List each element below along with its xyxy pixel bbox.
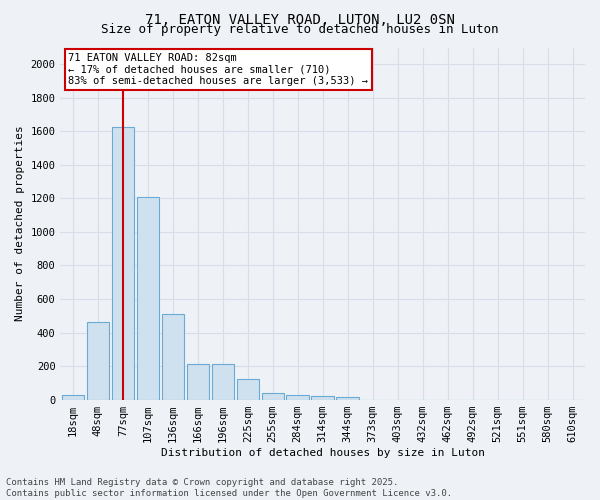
Bar [86,322,109,400]
Bar [187,364,209,400]
Bar [311,396,334,400]
Bar [62,394,84,400]
Text: Contains HM Land Registry data © Crown copyright and database right 2025.
Contai: Contains HM Land Registry data © Crown c… [6,478,452,498]
Text: 71, EATON VALLEY ROAD, LUTON, LU2 0SN: 71, EATON VALLEY ROAD, LUTON, LU2 0SN [145,12,455,26]
Text: 71 EATON VALLEY ROAD: 82sqm
← 17% of detached houses are smaller (710)
83% of se: 71 EATON VALLEY ROAD: 82sqm ← 17% of det… [68,53,368,86]
X-axis label: Distribution of detached houses by size in Luton: Distribution of detached houses by size … [161,448,485,458]
Bar [236,378,259,400]
Bar [286,394,309,400]
Bar [137,196,159,400]
Bar [112,127,134,400]
Y-axis label: Number of detached properties: Number of detached properties [15,126,25,322]
Bar [212,364,234,400]
Bar [262,393,284,400]
Bar [337,397,359,400]
Text: Size of property relative to detached houses in Luton: Size of property relative to detached ho… [101,22,499,36]
Bar [161,314,184,400]
